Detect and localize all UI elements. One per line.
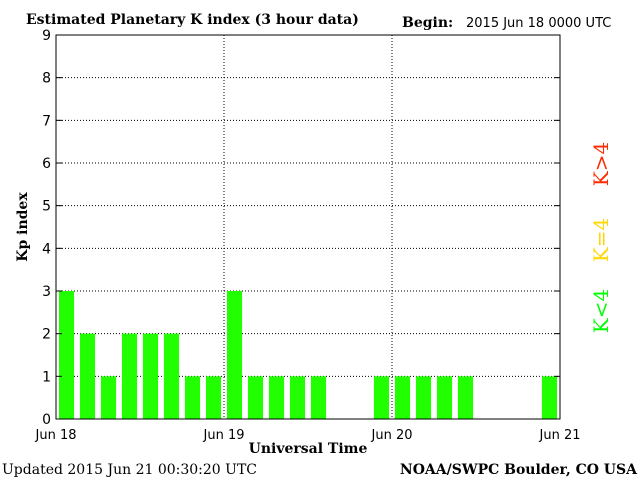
updated-text: Updated 2015 Jun 21 00:30:20 UTC <box>2 462 257 478</box>
y-tick-label: 9 <box>42 28 51 44</box>
kp-bar <box>268 376 285 419</box>
y-tick-label: 2 <box>42 327 51 343</box>
kp-bar <box>247 376 264 419</box>
legend: K<4 K=4 K>4 <box>589 142 613 333</box>
y-tick-label: 8 <box>42 71 51 87</box>
kp-bar <box>289 376 306 419</box>
kp-bar <box>121 333 138 419</box>
begin-label: Begin: <box>402 15 453 31</box>
kp-bar <box>310 376 327 419</box>
y-tick-label: 5 <box>42 199 51 215</box>
kp-bar <box>373 376 390 419</box>
y-tick-label: 4 <box>42 241 51 257</box>
x-tick-labels: Jun 18 Jun 19 Jun 20 Jun 21 <box>35 428 581 443</box>
kp-bar <box>100 376 117 419</box>
kp-bar <box>457 376 474 419</box>
x-tick-label: Jun 20 <box>371 428 413 443</box>
kp-bar <box>226 291 243 419</box>
kp-bar <box>394 376 411 419</box>
x-tick-label: Jun 19 <box>203 428 245 443</box>
x-tick-label: Jun 18 <box>35 428 77 443</box>
kp-bar <box>436 376 453 419</box>
x-axis-label: Universal Time <box>249 441 368 457</box>
y-tick-label: 6 <box>42 156 51 172</box>
y-axis-label: Kp index <box>15 192 31 262</box>
y-tick-label: 0 <box>42 412 51 428</box>
legend-entry: K=4 <box>589 218 613 262</box>
plot-frame <box>55 34 561 420</box>
y-tick-label: 3 <box>42 284 51 300</box>
grid-lines <box>56 35 560 419</box>
kp-bar <box>415 376 432 419</box>
y-tick-label: 7 <box>42 113 51 129</box>
kp-bar <box>541 376 558 419</box>
kp-bar <box>205 376 222 419</box>
kp-bar <box>58 291 75 419</box>
chart-title: Estimated Planetary K index (3 hour data… <box>26 12 359 28</box>
kp-bar <box>184 376 201 419</box>
y-tick-label: 1 <box>42 369 51 385</box>
legend-entry: K<4 <box>589 289 613 333</box>
source-text: NOAA/SWPC Boulder, CO USA <box>400 462 638 478</box>
x-tick-label: Jun 21 <box>539 428 581 443</box>
kp-bar <box>163 333 180 419</box>
y-tick-labels: 0 1 2 3 4 5 6 7 8 9 <box>42 28 560 428</box>
kp-bar <box>79 333 96 419</box>
legend-entry: K>4 <box>589 142 613 186</box>
bars <box>58 291 558 419</box>
kp-bar <box>142 333 159 419</box>
begin-value: 2015 Jun 18 0000 UTC <box>466 16 611 31</box>
